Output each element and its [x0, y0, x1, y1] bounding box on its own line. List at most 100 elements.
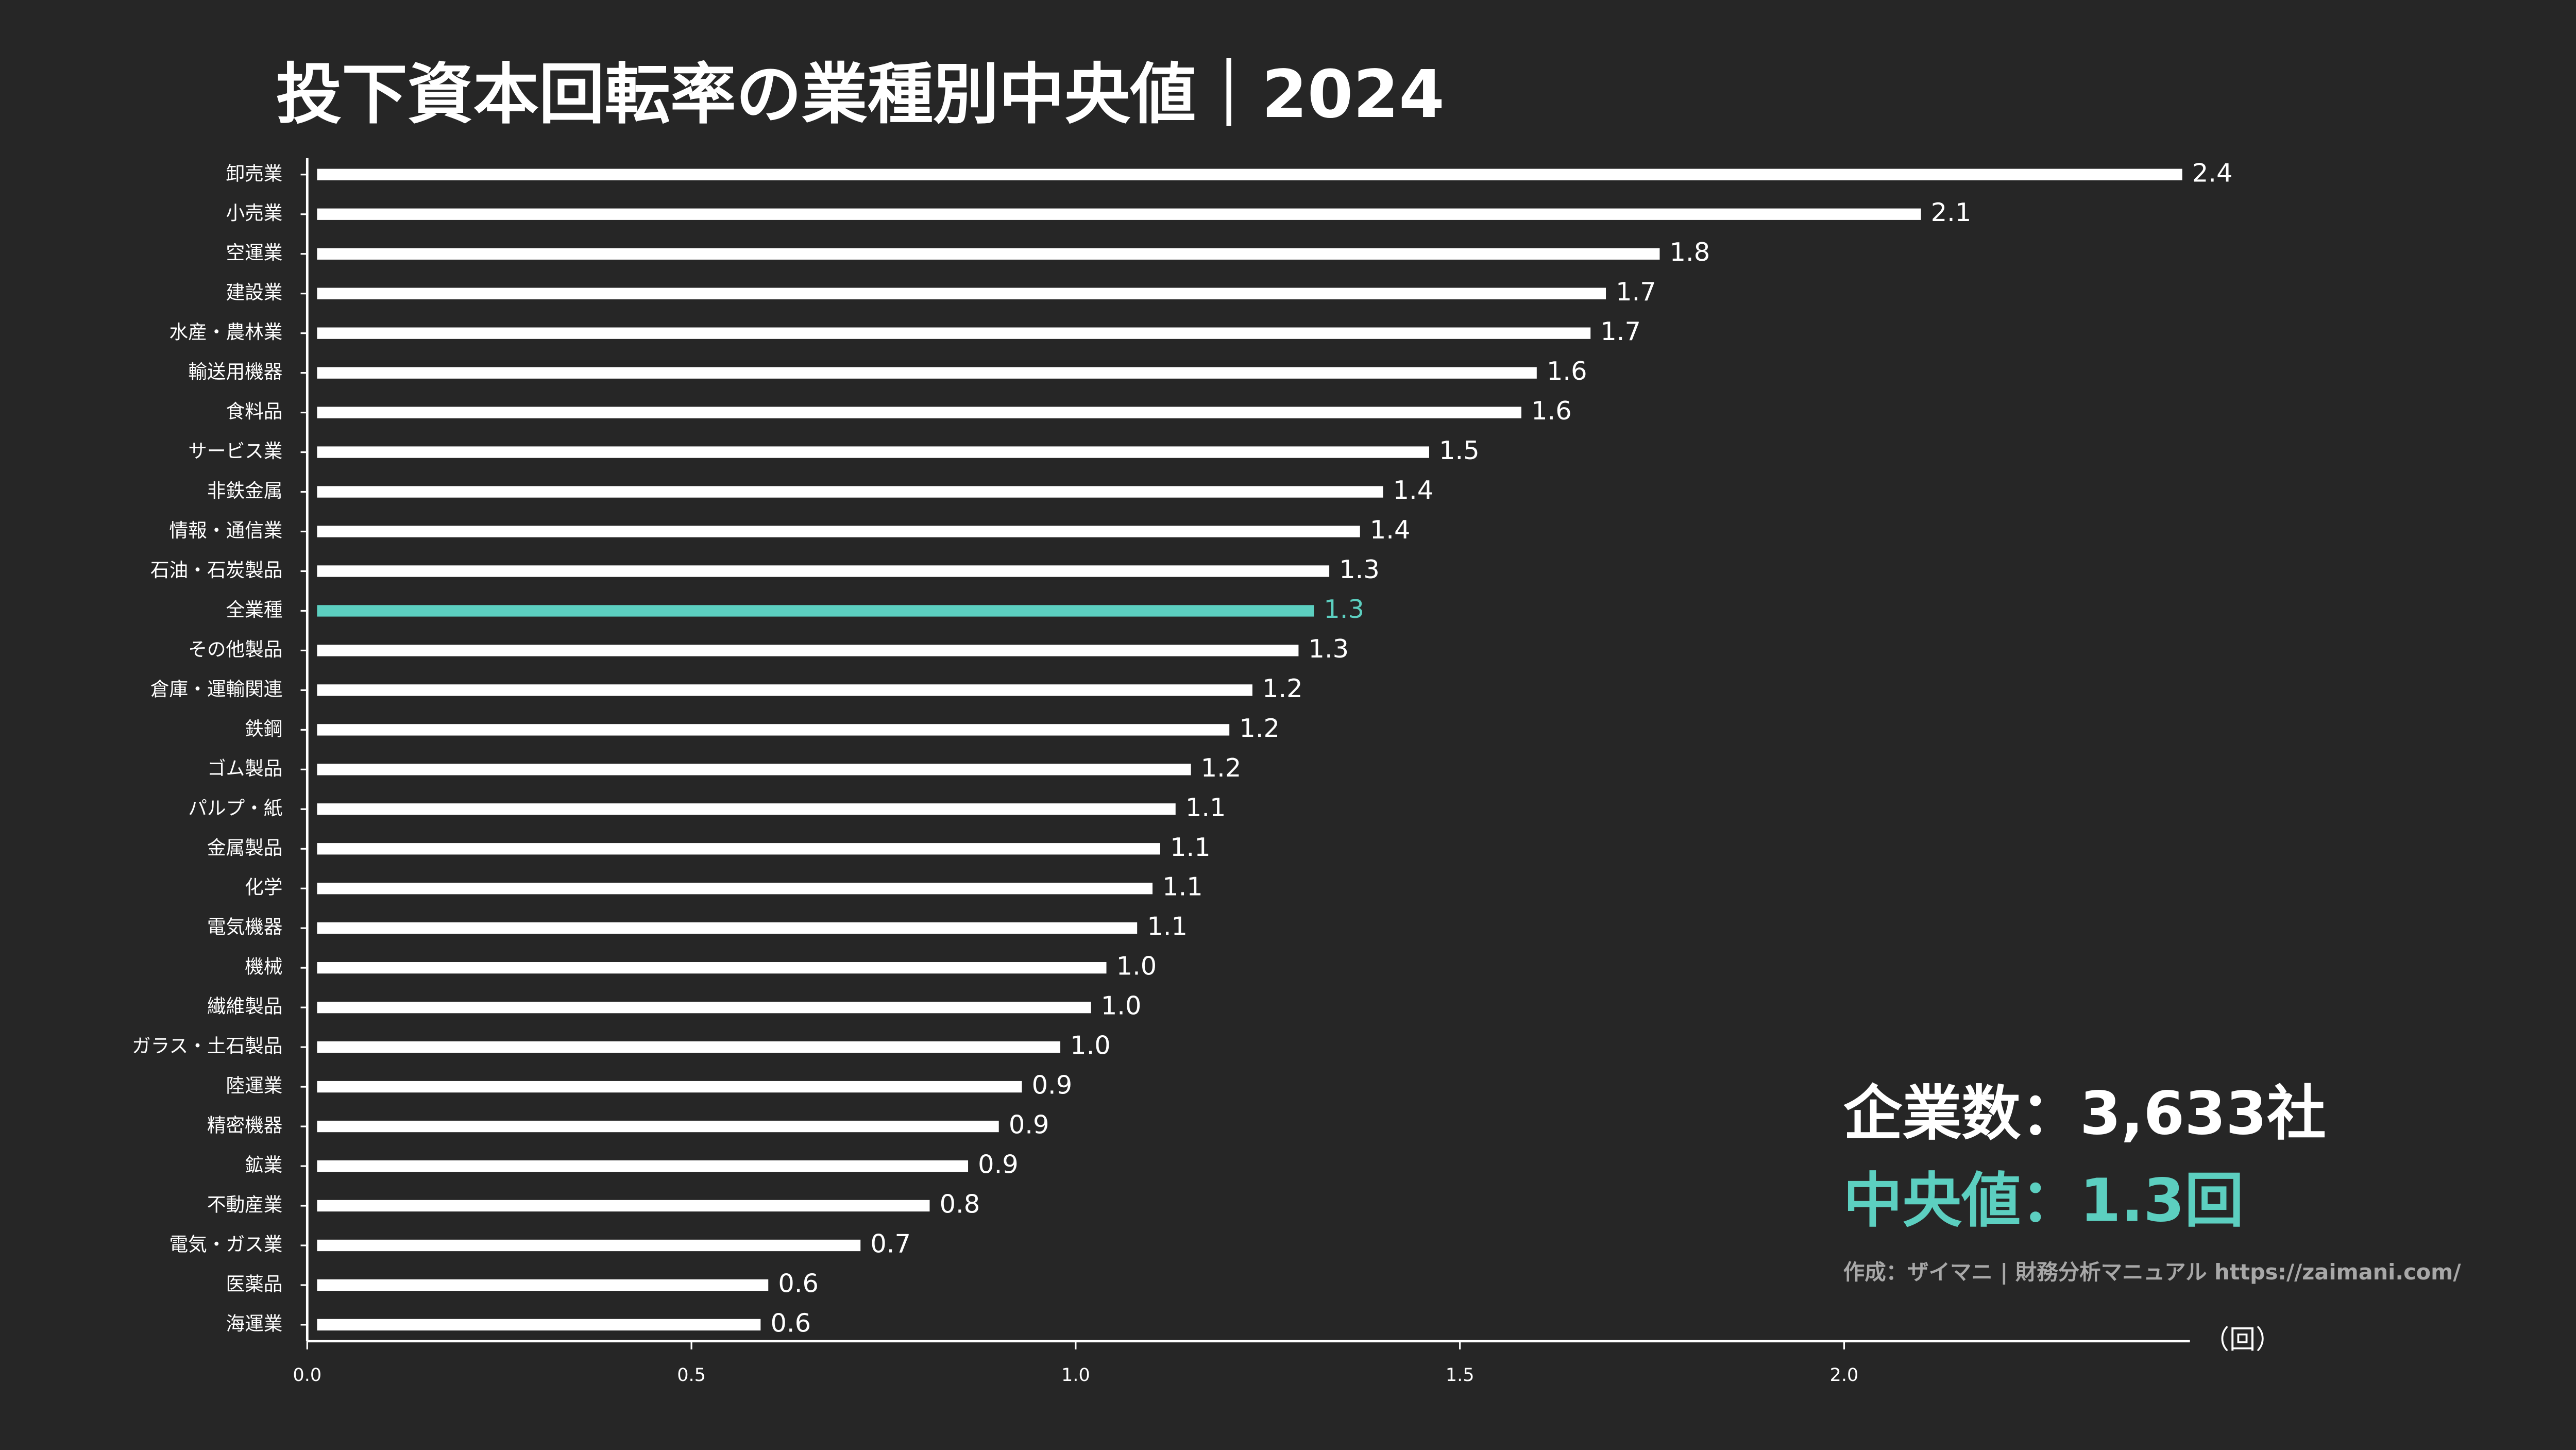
- y-tick-label: 全業種: [226, 599, 283, 621]
- y-tick-label: ゴム製品: [207, 757, 283, 780]
- y-tick-label: 電気機器: [207, 916, 283, 938]
- annotation: 中央値：1.3回: [1843, 1166, 2244, 1235]
- bar: [317, 1279, 769, 1291]
- y-tick-label: 機械: [245, 956, 282, 978]
- value-label: 1.1: [1162, 872, 1203, 902]
- x-axis-label: （回）: [2203, 1325, 2282, 1355]
- bar: [317, 486, 1383, 498]
- y-tick-label: 情報・通信業: [170, 519, 283, 542]
- value-label: 0.6: [778, 1268, 819, 1298]
- bar: [317, 605, 1314, 617]
- bar: [317, 1239, 861, 1252]
- bar: [317, 168, 2182, 180]
- value-label: 1.0: [1116, 951, 1157, 981]
- value-label: 1.3: [1339, 554, 1380, 584]
- value-label: 1.1: [1185, 793, 1226, 822]
- value-label: 1.1: [1170, 832, 1211, 862]
- value-label: 1.3: [1324, 594, 1364, 624]
- x-tick-label: 2.0: [1830, 1364, 1859, 1386]
- bar: [317, 1120, 999, 1133]
- x-tick-label: 1.5: [1446, 1364, 1475, 1386]
- y-tick-label: その他製品: [188, 638, 282, 661]
- value-label: 1.0: [1070, 1031, 1111, 1060]
- bar: [317, 446, 1429, 458]
- value-label: 1.5: [1439, 435, 1480, 465]
- value-label: 1.0: [1101, 991, 1142, 1021]
- y-tick-label: 金属製品: [207, 837, 283, 859]
- value-label: 1.4: [1370, 515, 1411, 545]
- bar: [317, 1319, 761, 1331]
- value-label: 0.7: [870, 1228, 911, 1258]
- y-tick-label: 石油・石炭製品: [150, 559, 283, 581]
- value-label: 1.2: [1239, 713, 1280, 743]
- annotation: 作成：ザイマニ | 財務分析マニュアル https://zaimani.com/: [1843, 1260, 2462, 1285]
- value-label: 1.2: [1262, 673, 1303, 703]
- y-tick-label: ガラス・土石製品: [132, 1035, 283, 1057]
- x-tick-label: 0.5: [677, 1364, 706, 1386]
- y-tick-label: 非鉄金属: [207, 480, 283, 502]
- y-tick-label: 陸運業: [226, 1075, 283, 1097]
- x-tick-label: 1.0: [1061, 1364, 1090, 1386]
- bar: [317, 843, 1160, 855]
- y-tick-label: 化学: [245, 876, 282, 899]
- bar: [317, 327, 1591, 339]
- y-tick-label: 医薬品: [226, 1273, 283, 1295]
- value-label: 0.9: [978, 1150, 1019, 1179]
- x-tick-label: 0.0: [293, 1364, 321, 1386]
- value-label: 1.8: [1670, 237, 1710, 267]
- y-tick-label: サービス業: [188, 440, 282, 462]
- bar: [317, 764, 1191, 775]
- y-tick-label: パルプ・紙: [188, 797, 282, 819]
- value-label: 0.9: [1009, 1110, 1049, 1140]
- y-tick-label: 倉庫・運輸関連: [150, 678, 283, 700]
- bar: [317, 288, 1606, 299]
- chart-title: 投下資本回転率の業種別中央値｜2024: [276, 57, 1445, 133]
- y-tick-label: 海運業: [226, 1312, 283, 1335]
- y-tick-label: 水産・農林業: [170, 321, 283, 343]
- bar: [317, 367, 1537, 379]
- bar: [317, 883, 1153, 895]
- y-tick-label: 精密機器: [207, 1115, 283, 1137]
- y-tick-label: 輸送用機器: [188, 361, 282, 383]
- bar: [317, 208, 1921, 220]
- y-tick-label: 建設業: [226, 281, 283, 304]
- bar: [317, 565, 1330, 577]
- bar: [317, 407, 1521, 418]
- value-label: 1.6: [1547, 356, 1587, 386]
- value-label: 0.8: [940, 1189, 980, 1219]
- value-label: 1.3: [1309, 634, 1349, 664]
- value-label: 0.6: [770, 1308, 811, 1338]
- bar: [317, 645, 1299, 656]
- y-tick-label: 小売業: [226, 202, 283, 224]
- value-label: 1.4: [1393, 475, 1434, 505]
- annotation: 企業数：3,633社: [1843, 1079, 2326, 1148]
- y-tick-label: 鉄鋼: [245, 718, 282, 740]
- value-label: 1.1: [1147, 912, 1188, 941]
- value-label: 1.2: [1201, 753, 1242, 783]
- value-label: 1.7: [1600, 316, 1641, 346]
- y-tick-label: 電気・ガス業: [170, 1233, 283, 1255]
- bar: [317, 1200, 930, 1212]
- bar: [317, 922, 1138, 934]
- value-label: 2.1: [1931, 197, 1972, 227]
- y-tick-label: 鉱業: [245, 1154, 282, 1176]
- value-label: 0.9: [1032, 1070, 1073, 1100]
- value-label: 1.6: [1531, 396, 1572, 426]
- bar: [317, 724, 1230, 736]
- bar: [317, 684, 1252, 696]
- bar: [317, 248, 1660, 260]
- bar: [317, 1041, 1061, 1053]
- y-tick-label: 空運業: [226, 242, 283, 264]
- bar: [317, 962, 1107, 974]
- bar: [317, 1081, 1022, 1093]
- value-label: 1.7: [1616, 277, 1656, 307]
- value-label: 2.4: [2192, 158, 2233, 188]
- bar: [317, 526, 1360, 537]
- bar: [317, 1001, 1091, 1014]
- y-tick-label: 食料品: [226, 400, 283, 423]
- y-tick-label: 不動産業: [207, 1193, 283, 1216]
- bar: [317, 803, 1176, 815]
- y-tick-label: 繊維製品: [207, 996, 283, 1018]
